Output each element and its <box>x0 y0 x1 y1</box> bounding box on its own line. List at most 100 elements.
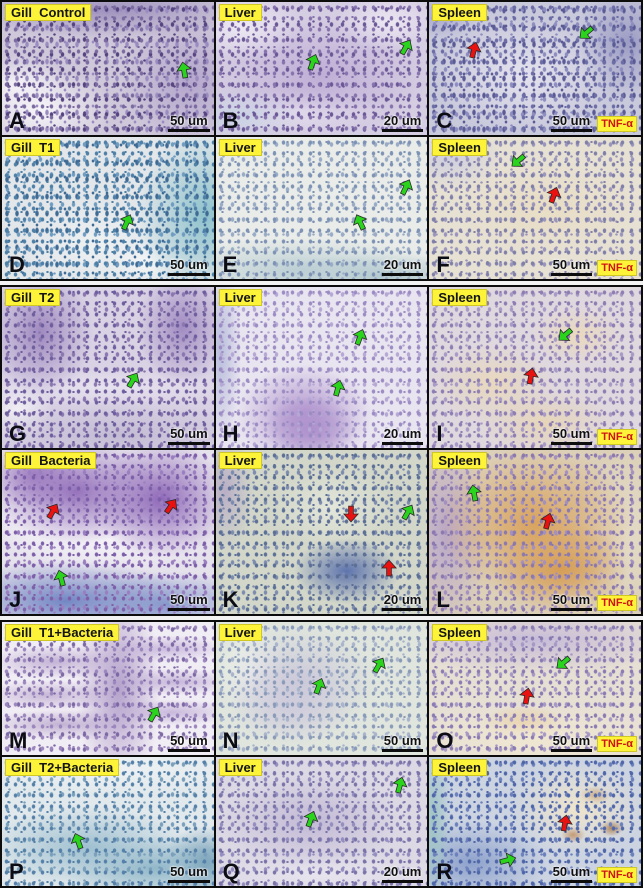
panel-letter: R <box>436 859 453 884</box>
scale-bar: 50 um <box>550 592 593 611</box>
panel-letter: H <box>222 421 239 446</box>
panel-letter: A <box>9 108 25 133</box>
panel-bottom-right: 20 um <box>381 257 424 276</box>
panel-letter: Q <box>222 859 240 884</box>
scale-rule <box>381 880 424 883</box>
scale-label: 50 um <box>552 113 591 128</box>
tissue-label: Spleen <box>432 289 487 306</box>
tissue-label: Liver <box>218 289 262 306</box>
red-arrow-icon <box>158 493 184 519</box>
scale-rule <box>381 608 424 611</box>
scale-rule <box>550 129 593 132</box>
panel-letter: E <box>222 252 238 277</box>
panel-bottom-right: 50 um TNF-α <box>550 592 637 611</box>
green-arrow-icon <box>395 499 421 525</box>
green-arrow-icon <box>549 650 576 677</box>
panel-bottom-right: 50 um <box>168 113 210 132</box>
figure-block-3: Gill T1+Bacteria M 50 um Liver N 50 um S… <box>0 620 643 888</box>
micrograph-panel: Spleen O 50 um TNF-α <box>429 622 641 755</box>
panel-bottom-right: 50 um <box>168 864 210 883</box>
panel-letter: G <box>9 421 27 446</box>
scale-bar: 50 um <box>550 864 593 883</box>
scale-bar: 50 um <box>168 257 210 276</box>
micrograph-panel: Liver Q 20 um <box>215 757 428 886</box>
scale-label: 20 um <box>383 864 422 879</box>
green-arrow-icon <box>347 325 371 349</box>
panel-letter: M <box>9 728 28 753</box>
green-arrow-icon <box>347 210 372 235</box>
green-arrow-icon <box>307 674 331 698</box>
micrograph-panel: Spleen I 50 um TNF-α <box>429 287 641 448</box>
green-arrow-icon <box>66 829 90 853</box>
tissue-label: Spleen <box>432 4 487 21</box>
scale-label: 20 um <box>383 113 422 128</box>
scale-bar: 50 um <box>550 257 593 276</box>
scale-bar: 20 um <box>381 257 424 276</box>
green-arrow-icon <box>388 774 411 797</box>
tissue-label: Liver <box>218 4 262 21</box>
scale-rule <box>550 749 593 752</box>
panel-letter: O <box>436 728 454 753</box>
panel-letter: C <box>436 108 453 133</box>
green-arrow-icon <box>173 59 195 81</box>
panel-bottom-right: 20 um <box>381 113 424 132</box>
red-arrow-icon <box>40 498 66 524</box>
tissue-label: Liver <box>218 452 262 469</box>
tissue-label: Liver <box>218 759 262 776</box>
green-arrow-icon <box>573 19 600 46</box>
green-arrow-icon <box>120 367 146 393</box>
scale-label: 50 um <box>383 733 422 748</box>
green-arrow-icon <box>505 148 532 175</box>
panel-letter: L <box>436 587 450 612</box>
scale-rule <box>381 442 424 445</box>
scale-bar: 20 um <box>381 426 424 445</box>
tissue-label: Gill T2+Bacteria <box>5 759 120 776</box>
micrograph-panel: Gill T1 D 50 um <box>2 137 214 279</box>
scale-label: 50 um <box>170 864 208 879</box>
scale-label: 20 um <box>383 257 422 272</box>
micrograph-panel: Gill T2 G 50 um <box>2 287 214 448</box>
panel-letter: D <box>9 252 25 277</box>
micrograph-panel: Liver B 20 um <box>215 2 428 135</box>
micrograph-panel: Spleen R 50 um TNF-α <box>429 757 641 886</box>
micrograph-panel: Liver N 50 um <box>215 622 428 755</box>
tissue-label: Gill T1 <box>5 139 61 156</box>
scale-rule <box>550 608 593 611</box>
panel-letter: P <box>9 859 24 884</box>
scale-rule <box>168 880 210 883</box>
panel-bottom-right: 50 um <box>168 426 210 445</box>
panel-bottom-right: 50 um TNF-α <box>550 257 637 276</box>
tissue-label: Gill Control <box>5 4 92 21</box>
tissue-label: Spleen <box>432 139 487 156</box>
red-arrow-icon <box>380 559 399 578</box>
tissue-label: Liver <box>218 624 262 641</box>
red-arrow-icon <box>516 685 538 707</box>
micrograph-panel: Gill Bacteria J 50 um <box>2 450 214 614</box>
scale-rule <box>168 273 210 276</box>
scale-rule <box>168 129 210 132</box>
panel-letter: N <box>222 728 239 753</box>
red-arrow-icon <box>554 812 576 834</box>
tissue-label: Liver <box>218 139 262 156</box>
green-arrow-icon <box>366 652 392 678</box>
tnf-alpha-tag: TNF-α <box>597 867 637 883</box>
micrograph-panel: Gill Control A 50 um <box>2 2 214 135</box>
micrograph-panel: Spleen C 50 um TNF-α <box>429 2 641 135</box>
tissue-label: Gill Bacteria <box>5 452 97 469</box>
green-arrow-icon <box>141 701 167 727</box>
scale-label: 20 um <box>383 592 422 607</box>
panel-bottom-right: 20 um <box>381 864 424 883</box>
red-arrow-icon <box>342 504 361 523</box>
micrograph-panel: Liver E 20 um <box>215 137 428 279</box>
micrograph-panel: Gill T1+Bacteria M 50 um <box>2 622 214 755</box>
tissue-label: Spleen <box>432 452 487 469</box>
tissue-label: Spleen <box>432 759 487 776</box>
panel-bottom-right: 50 um <box>168 592 210 611</box>
scale-bar: 50 um <box>168 113 210 132</box>
scale-rule <box>381 273 424 276</box>
green-arrow-icon <box>114 210 139 235</box>
scale-bar: 50 um <box>550 113 593 132</box>
green-arrow-icon <box>301 50 325 74</box>
green-arrow-icon <box>551 322 578 349</box>
